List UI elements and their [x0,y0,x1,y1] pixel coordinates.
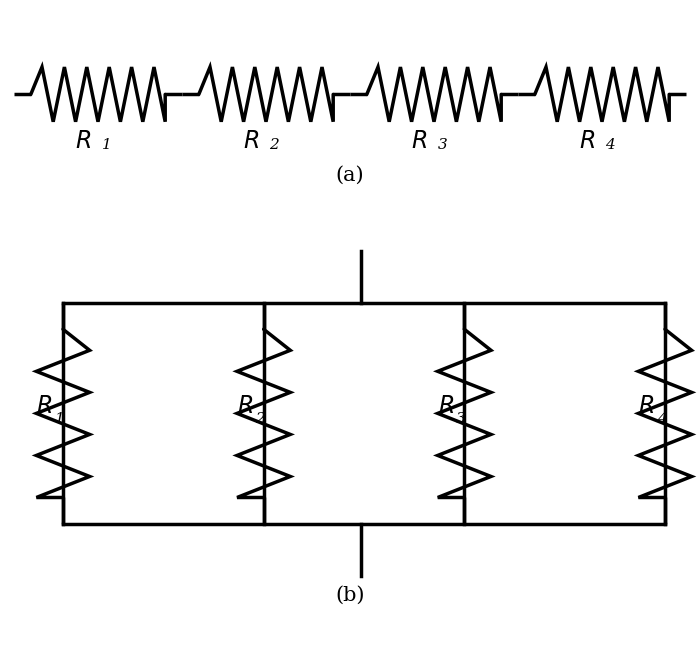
Text: 4: 4 [657,411,666,426]
Text: 2: 2 [256,411,265,426]
Text: $\mathit{R}$: $\mathit{R}$ [438,395,454,419]
Text: 3: 3 [456,411,466,426]
Text: $\mathit{R}$: $\mathit{R}$ [36,395,52,419]
Text: $\mathit{R}$: $\mathit{R}$ [579,130,595,153]
Text: $\mathit{R}$: $\mathit{R}$ [638,395,654,419]
Text: (b): (b) [335,586,365,605]
Text: 1: 1 [55,411,64,426]
Text: 2: 2 [270,138,279,152]
Text: 4: 4 [606,138,615,152]
Text: $\mathit{R}$: $\mathit{R}$ [411,130,427,153]
Text: $\mathit{R}$: $\mathit{R}$ [75,130,91,153]
Text: $\mathit{R}$: $\mathit{R}$ [243,130,259,153]
Text: 1: 1 [102,138,111,152]
Text: $\mathit{R}$: $\mathit{R}$ [237,395,253,419]
Text: 3: 3 [438,138,447,152]
Text: (a): (a) [336,166,364,185]
